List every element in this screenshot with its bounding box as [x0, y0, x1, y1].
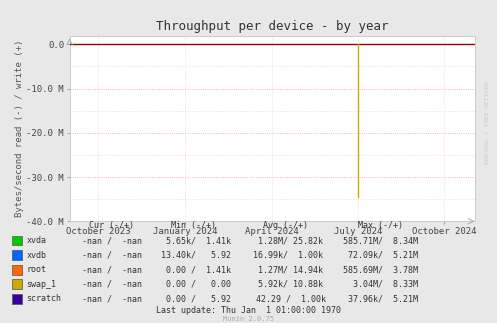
Text: 0.00 /   5.92: 0.00 / 5.92	[157, 294, 231, 303]
Text: 0.00 /   0.00: 0.00 / 0.00	[157, 280, 231, 289]
Text: scratch: scratch	[26, 294, 61, 303]
Text: 0.00 /  1.41k: 0.00 / 1.41k	[157, 265, 231, 274]
Text: 72.09k/  5.21M: 72.09k/ 5.21M	[343, 251, 417, 260]
Text: 42.29 /  1.00k: 42.29 / 1.00k	[246, 294, 326, 303]
Text: -nan /  -nan: -nan / -nan	[82, 294, 142, 303]
Text: xvda: xvda	[26, 236, 46, 245]
Text: swap_1: swap_1	[26, 280, 56, 289]
Text: 37.96k/  5.21M: 37.96k/ 5.21M	[343, 294, 417, 303]
Text: -nan /  -nan: -nan / -nan	[82, 280, 142, 289]
Text: RRDTOOL / TOBI OETIKER: RRDTOOL / TOBI OETIKER	[485, 81, 490, 164]
Text: 5.92k/ 10.88k: 5.92k/ 10.88k	[248, 280, 323, 289]
Text: Cur (-/+): Cur (-/+)	[89, 221, 134, 230]
Text: root: root	[26, 265, 46, 274]
Text: -nan /  -nan: -nan / -nan	[82, 251, 142, 260]
Text: 16.99k/  1.00k: 16.99k/ 1.00k	[248, 251, 323, 260]
Text: Min (-/+): Min (-/+)	[171, 221, 216, 230]
Title: Throughput per device - by year: Throughput per device - by year	[156, 20, 388, 33]
Text: -nan /  -nan: -nan / -nan	[82, 265, 142, 274]
Text: 585.71M/  8.34M: 585.71M/ 8.34M	[343, 236, 417, 245]
Text: Last update: Thu Jan  1 01:00:00 1970: Last update: Thu Jan 1 01:00:00 1970	[156, 306, 341, 315]
Text: -nan /  -nan: -nan / -nan	[82, 236, 142, 245]
Y-axis label: Bytes/second read (-) / write (+): Bytes/second read (-) / write (+)	[14, 40, 24, 217]
Text: 1.28M/ 25.82k: 1.28M/ 25.82k	[248, 236, 323, 245]
Text: Munin 2.0.75: Munin 2.0.75	[223, 317, 274, 322]
Text: 13.40k/   5.92: 13.40k/ 5.92	[157, 251, 231, 260]
Text: 585.69M/  3.78M: 585.69M/ 3.78M	[343, 265, 417, 274]
Text: 3.04M/  8.33M: 3.04M/ 8.33M	[343, 280, 417, 289]
Text: 5.65k/  1.41k: 5.65k/ 1.41k	[157, 236, 231, 245]
Text: 1.27M/ 14.94k: 1.27M/ 14.94k	[248, 265, 323, 274]
Text: Avg (-/+): Avg (-/+)	[263, 221, 308, 230]
Text: Max (-/+): Max (-/+)	[358, 221, 403, 230]
Text: xvdb: xvdb	[26, 251, 46, 260]
